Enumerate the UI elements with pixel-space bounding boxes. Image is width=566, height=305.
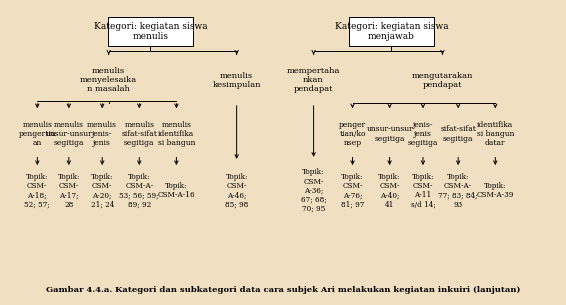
Text: Topik:
CSM-
A-20;
21; 24: Topik: CSM- A-20; 21; 24 — [91, 173, 114, 209]
Text: Topik:
CSM-
A-17;
28: Topik: CSM- A-17; 28 — [58, 173, 80, 209]
Text: Topik:
CSM-
A-46;
85; 98: Topik: CSM- A-46; 85; 98 — [225, 173, 248, 209]
Text: menulis
menyelesaika
n masalah: menulis menyelesaika n masalah — [80, 67, 138, 93]
Text: Topik:
CSM-A-39: Topik: CSM-A-39 — [477, 182, 514, 199]
Text: Gambar 4.4.a. Kategori dan subkategori data cara subjek Ari melakukan kegiatan i: Gambar 4.4.a. Kategori dan subkategori d… — [46, 286, 520, 294]
Text: unsur-unsur
segitiga: unsur-unsur segitiga — [366, 125, 413, 142]
Text: menulis
pengertiu
an: menulis pengertiu an — [19, 121, 56, 147]
Text: Topik:
CSM-
A-40;
41: Topik: CSM- A-40; 41 — [378, 173, 401, 209]
Text: menulis
kesimpulan: menulis kesimpulan — [212, 72, 261, 89]
Text: menulis
identifika
si bangun: menulis identifika si bangun — [158, 121, 195, 147]
FancyBboxPatch shape — [349, 17, 434, 46]
Text: Kategori: kegiatan siswa
menjawab: Kategori: kegiatan siswa menjawab — [335, 22, 448, 41]
Text: Topik:
CSM-A-
53; 56; 59;
89; 92: Topik: CSM-A- 53; 56; 59; 89; 92 — [119, 173, 159, 209]
Text: Topik:
CSM-
A-76;
81; 97: Topik: CSM- A-76; 81; 97 — [341, 173, 364, 209]
Text: penger
tian/ko
nsep: penger tian/ko nsep — [339, 121, 366, 147]
Text: Kategori: kegiatan siswa
menulis: Kategori: kegiatan siswa menulis — [93, 22, 207, 41]
Text: identifika
si bangun
datar: identifika si bangun datar — [477, 121, 514, 147]
Text: menulis
sifat-sifat
segitiga: menulis sifat-sifat segitiga — [121, 121, 157, 147]
Text: menulis
jenis-
jenis: menulis jenis- jenis — [87, 121, 117, 147]
Text: mengutarakan
pendapat: mengutarakan pendapat — [412, 72, 473, 89]
Text: jenis-
jenis
segitiga: jenis- jenis segitiga — [408, 121, 438, 147]
Text: Topik:
CSM-
A-36;
67; 68;
70; 95: Topik: CSM- A-36; 67; 68; 70; 95 — [301, 168, 327, 213]
Text: Topik:
CSM-A-
77; 83; 84;
93: Topik: CSM-A- 77; 83; 84; 93 — [439, 173, 478, 209]
Text: sifat-sifat
segitiga: sifat-sifat segitiga — [440, 125, 476, 142]
Text: mempertaha
nkan
pendapat: mempertaha nkan pendapat — [287, 67, 340, 93]
Text: Topik:
CSM-A-16: Topik: CSM-A-16 — [157, 182, 195, 199]
Text: Topik:
CSM-
A-18;
52; 57;: Topik: CSM- A-18; 52; 57; — [24, 173, 50, 209]
Text: Topik:
CSM-
A-11
s/d 14;: Topik: CSM- A-11 s/d 14; — [410, 173, 435, 209]
Text: menulis
unsur-unsur
segitiga: menulis unsur-unsur segitiga — [45, 121, 92, 147]
FancyBboxPatch shape — [108, 17, 193, 46]
